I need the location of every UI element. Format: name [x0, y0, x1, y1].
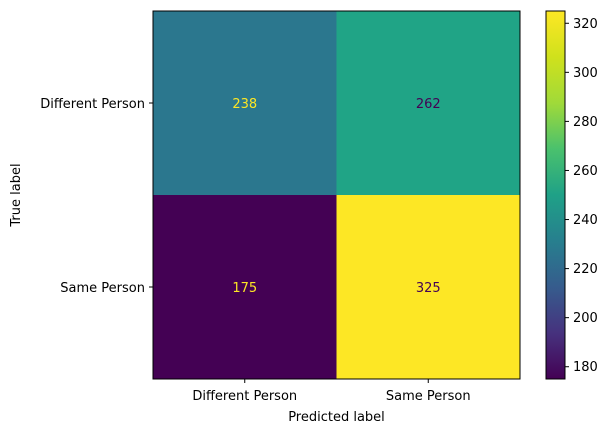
colorbar-tick-label: 280	[573, 115, 598, 130]
heatmap-cell	[153, 11, 337, 195]
heatmap-cells	[153, 11, 520, 379]
colorbar-tick-label: 300	[573, 66, 598, 81]
colorbar-tick-label: 180	[573, 360, 598, 375]
heatmap-cell	[336, 11, 520, 195]
colorbar-tick-label: 240	[573, 213, 598, 228]
cell-value-label: 175	[232, 281, 257, 296]
colorbar-tick-label: 260	[573, 164, 598, 179]
x-tick-label: Same Person	[386, 389, 471, 404]
x-axis-label: Predicted label	[288, 410, 385, 425]
colorbar-tick-label: 200	[573, 311, 598, 326]
y-tick-label: Different Person	[40, 97, 145, 112]
y-axis-ticks: Different Person Same Person	[40, 97, 153, 296]
y-axis-label: True label	[9, 163, 24, 227]
colorbar-ticks: 180 200 220 240 260 280 300 320	[565, 17, 598, 375]
heatmap-cell	[336, 195, 520, 379]
cell-value-labels: 238 262 175 325	[232, 97, 440, 296]
y-tick-label: Same Person	[60, 281, 145, 296]
cell-value-label: 262	[416, 97, 441, 112]
heatmap-cell	[153, 195, 337, 379]
cell-value-label: 325	[416, 281, 441, 296]
plot-frame	[152, 10, 521, 380]
x-tick-label: Different Person	[192, 389, 297, 404]
colorbar-tick-label: 220	[573, 262, 598, 277]
cell-value-label: 238	[232, 97, 257, 112]
x-axis-ticks: Different Person Same Person	[192, 379, 471, 404]
colorbar	[545, 10, 566, 380]
colorbar-tick-label: 320	[573, 17, 598, 32]
